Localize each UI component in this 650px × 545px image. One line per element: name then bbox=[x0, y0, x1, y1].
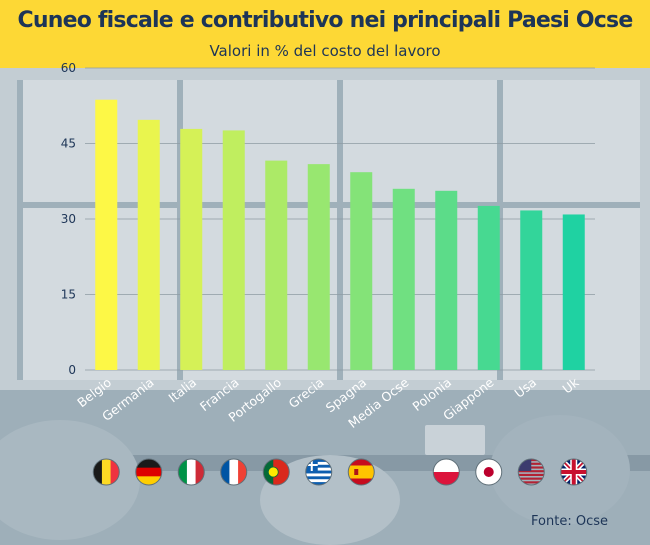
bar-media-ocse bbox=[392, 188, 415, 370]
x-tick-label: Italia bbox=[166, 375, 200, 406]
portugal-flag-icon bbox=[262, 458, 290, 486]
belgium-flag-icon bbox=[92, 458, 120, 486]
chart-subtitle: Valori in % del costo del lavoro bbox=[209, 42, 441, 60]
flags bbox=[92, 458, 588, 486]
x-tick-label: Usa bbox=[511, 375, 539, 401]
bar-francia bbox=[222, 130, 245, 370]
uk-flag-icon bbox=[560, 458, 588, 486]
y-axis-ticks: 0 15 30 45 60 bbox=[61, 61, 76, 377]
bar-polonia bbox=[435, 190, 458, 370]
grid-lines bbox=[85, 67, 595, 371]
x-tick-label: Grecia bbox=[286, 375, 327, 412]
spain-flag-icon bbox=[347, 458, 375, 486]
bar-uk bbox=[562, 214, 585, 370]
japan-flag-icon bbox=[475, 458, 503, 486]
source-note: Fonte: Ocse bbox=[531, 514, 608, 529]
usa-flag-icon bbox=[517, 458, 545, 486]
bar-usa bbox=[520, 210, 543, 370]
bar-germania bbox=[137, 119, 160, 371]
y-tick-label: 0 bbox=[68, 363, 76, 377]
header-banner bbox=[0, 0, 650, 68]
italy-flag-icon bbox=[177, 458, 205, 486]
bar-italia bbox=[180, 128, 203, 370]
germany-flag-icon bbox=[135, 458, 163, 486]
france-flag-icon bbox=[220, 458, 248, 486]
x-tick-label: Uk bbox=[559, 374, 582, 396]
y-tick-label: 30 bbox=[61, 212, 76, 226]
bar-belgio bbox=[95, 99, 118, 371]
poland-flag-icon bbox=[432, 458, 460, 486]
y-tick-label: 15 bbox=[61, 288, 76, 302]
bar-spagna bbox=[350, 172, 373, 370]
greece-flag-icon bbox=[305, 458, 333, 486]
chart-title: Cuneo fiscale e contributivo nei princip… bbox=[17, 8, 634, 33]
y-tick-label: 45 bbox=[61, 137, 76, 151]
bar-portogallo bbox=[265, 160, 288, 370]
y-tick-label: 60 bbox=[61, 61, 76, 75]
bar-giappone bbox=[477, 205, 500, 370]
bar-grecia bbox=[307, 164, 330, 370]
bars bbox=[95, 99, 585, 371]
